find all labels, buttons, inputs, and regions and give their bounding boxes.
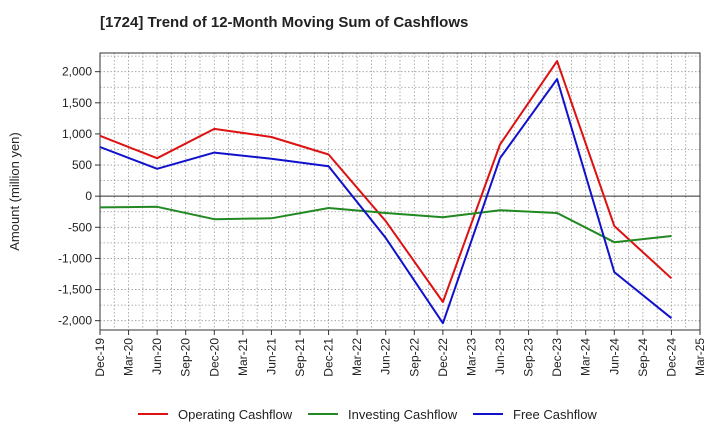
y-axis-label: Amount (million yen) xyxy=(7,132,22,251)
y-tick-label: -500 xyxy=(68,220,92,234)
x-tick-label: Dec-24 xyxy=(664,338,678,377)
x-tick-label: Jun-23 xyxy=(493,338,507,375)
x-tick-label: Mar-20 xyxy=(122,338,136,376)
x-tick-label: Mar-22 xyxy=(350,338,364,376)
plot-area xyxy=(99,52,701,331)
x-tick-label: Mar-24 xyxy=(579,338,593,376)
y-tick-label: -1,000 xyxy=(58,251,92,265)
y-tick-label: -1,500 xyxy=(58,283,92,297)
series-line-free-cashflow xyxy=(99,78,673,325)
x-tick-label: Jun-20 xyxy=(150,338,164,375)
legend-label: Free Cashflow xyxy=(513,407,597,422)
x-tick-label: Sep-20 xyxy=(179,338,193,377)
y-tick-label: 500 xyxy=(72,158,92,172)
x-tick-label: Sep-23 xyxy=(522,338,536,377)
x-tick-label: Mar-21 xyxy=(236,338,250,376)
y-tick-label: 0 xyxy=(85,189,92,203)
x-tick-label: Dec-19 xyxy=(93,338,107,377)
legend-label: Operating Cashflow xyxy=(178,407,293,422)
x-tick-label: Sep-21 xyxy=(293,338,307,377)
x-tick-label: Jun-24 xyxy=(607,338,621,375)
series-line-investing-cashflow xyxy=(99,205,672,244)
x-tick-label: Sep-22 xyxy=(407,338,421,377)
x-tick-label: Dec-21 xyxy=(322,338,336,377)
x-tick-label: Sep-24 xyxy=(636,338,650,377)
y-tick-label: 2,000 xyxy=(62,65,92,79)
legend-label: Investing Cashflow xyxy=(348,407,458,422)
x-tick-label: Dec-22 xyxy=(436,338,450,377)
y-tick-label: 1,000 xyxy=(62,127,92,141)
x-tick-label: Jun-22 xyxy=(379,338,393,375)
x-tick-label: Jun-21 xyxy=(264,338,278,375)
x-tick-label: Dec-23 xyxy=(550,338,564,377)
x-tick-label: Mar-23 xyxy=(464,338,478,376)
x-tick-label: Dec-20 xyxy=(207,338,221,377)
y-tick-label: 1,500 xyxy=(62,96,92,110)
chart-title: [1724] Trend of 12-Month Moving Sum of C… xyxy=(100,14,469,31)
x-tick-label: Mar-25 xyxy=(693,338,707,376)
y-tick-label: -2,000 xyxy=(58,314,92,328)
series-line-operating-cashflow xyxy=(99,60,673,303)
